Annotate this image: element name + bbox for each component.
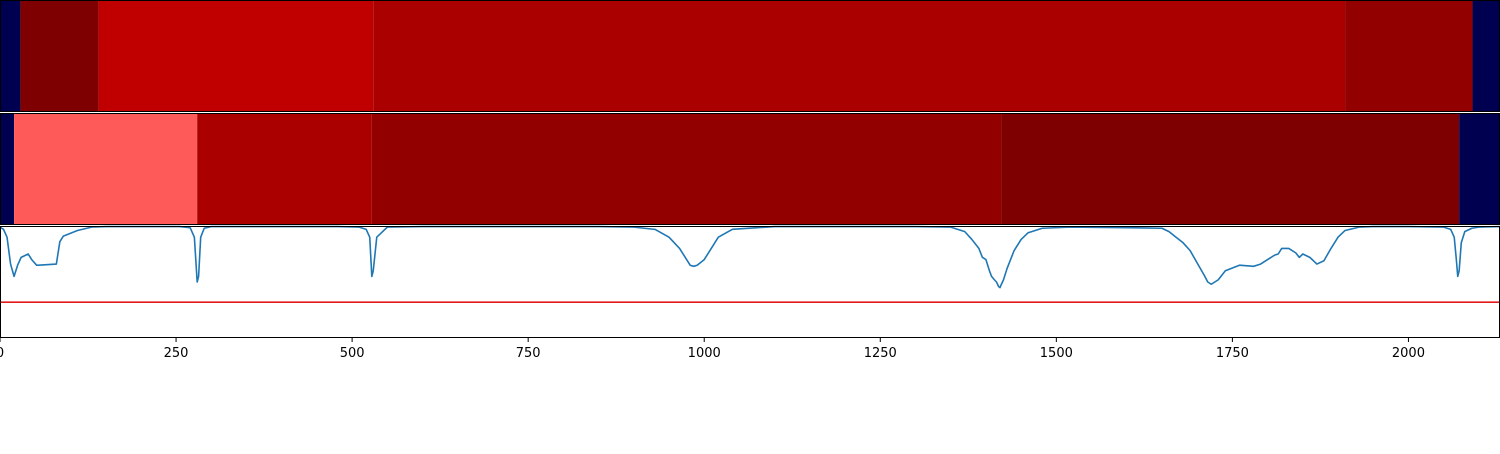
x-tick-label: 2000: [1392, 346, 1425, 361]
heatmap-cell: [98, 0, 374, 112]
heatmap-cell: [0, 113, 15, 225]
x-tick-label: 0: [0, 346, 4, 361]
heatmap-panel-2: [0, 113, 1500, 225]
x-tick-label: 500: [340, 346, 365, 361]
x-tick-label: 1750: [1216, 346, 1249, 361]
x-tick-label: 250: [164, 346, 189, 361]
x-tick-label: 750: [516, 346, 541, 361]
heatmap-cell: [14, 113, 198, 225]
x-tick-label: 1000: [688, 346, 721, 361]
heatmap-cell: [371, 113, 1002, 225]
series-line: [0, 225, 1500, 289]
heatmap-cell: [20, 0, 99, 112]
heatmap-cell: [1001, 113, 1460, 225]
x-tick-label: 1500: [1040, 346, 1073, 361]
line-panel: 0 250 500 750 1000 1250 1500 1750 2000: [0, 225, 1500, 361]
heatmap-cell: [373, 0, 1346, 112]
heatmap-cell: [1345, 0, 1473, 112]
plot-background: [0, 226, 1500, 338]
heatmap-cell: [1459, 113, 1500, 225]
heatmap-cell: [0, 0, 21, 112]
heatmap-panel-1: [0, 0, 1500, 112]
heatmap-cell: [197, 113, 372, 225]
heatmap-cell: [1472, 0, 1500, 112]
x-tick-label: 1250: [864, 346, 897, 361]
